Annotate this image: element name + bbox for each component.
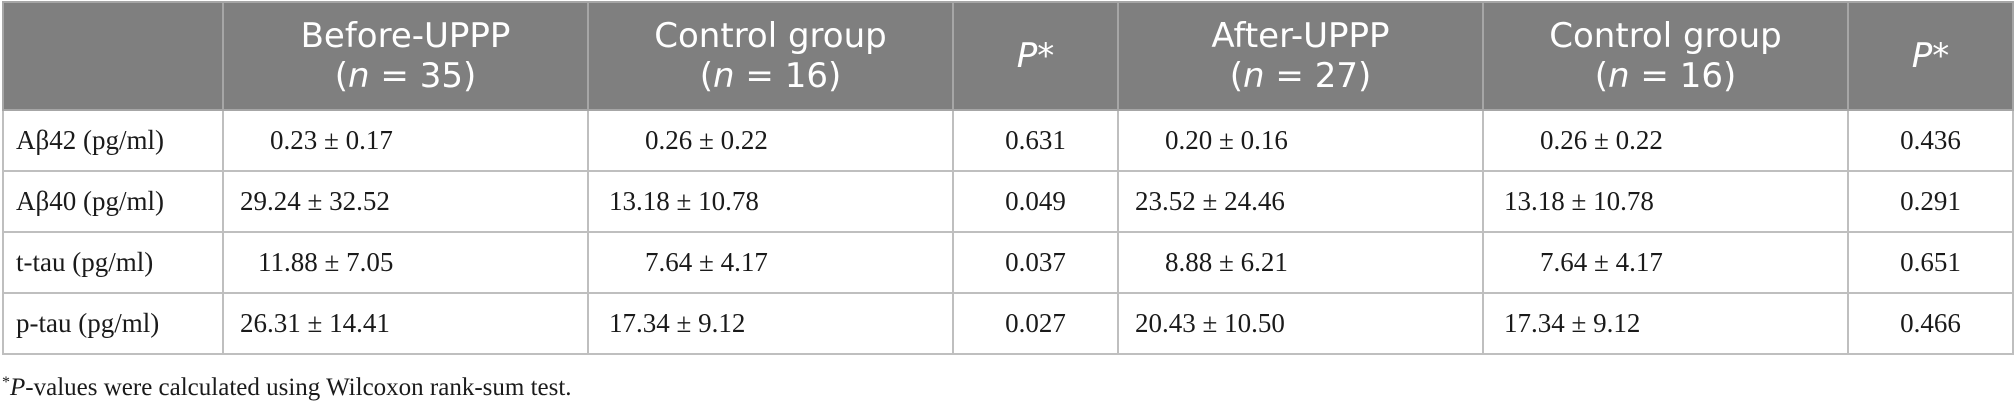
row-label: t-tau (pg/ml): [2, 231, 224, 294]
table-footnote: *P-values were calculated using Wilcoxon…: [2, 374, 572, 402]
cell-control-1: 13.18 ± 10.78: [587, 170, 954, 233]
cell-p-value-2: 0.436: [1847, 109, 2014, 172]
footnote-p-symbol: P: [10, 374, 26, 401]
table-row: Aβ42 (pg/ml) 0.23 ± 0.17 0.26 ± 0.22 0.6…: [2, 109, 2014, 172]
table-row: t-tau (pg/ml) 11.88 ± 7.05 7.64 ± 4.17 0…: [2, 231, 2014, 294]
cell-p-value-2: 0.466: [1847, 292, 2014, 355]
table-header: Before-UPPP (n = 35) Control group (n = …: [2, 1, 2014, 111]
cell-before: 29.24 ± 32.52: [222, 170, 589, 233]
cell-after: 0.20 ± 0.16: [1117, 109, 1484, 172]
footnote-text: -values were calculated using Wilcoxon r…: [25, 374, 572, 401]
cell-before: 11.88 ± 7.05: [222, 231, 589, 294]
header-control-group-1-title: Control group: [654, 16, 887, 56]
cell-control-1: 17.34 ± 9.12: [587, 292, 954, 355]
header-before-uppp-title: Before-UPPP: [300, 16, 511, 56]
cell-before: 26.31 ± 14.41: [222, 292, 589, 355]
table-row: p-tau (pg/ml) 26.31 ± 14.41 17.34 ± 9.12…: [2, 292, 2014, 355]
cell-p-value-1: 0.631: [952, 109, 1119, 172]
header-p-value-1: P*: [952, 1, 1119, 111]
row-label: Aβ42 (pg/ml): [2, 109, 224, 172]
header-after-uppp-title: After-UPPP: [1211, 16, 1390, 56]
cell-control-2: 7.64 ± 4.17: [1482, 231, 1849, 294]
cell-after: 23.52 ± 24.46: [1117, 170, 1484, 233]
table-row: Aβ40 (pg/ml) 29.24 ± 32.52 13.18 ± 10.78…: [2, 170, 2014, 233]
header-control-group-2: Control group (n = 16): [1482, 1, 1849, 111]
cell-control-2: 17.34 ± 9.12: [1482, 292, 1849, 355]
header-before-uppp-n: (n = 35): [334, 56, 477, 96]
header-after-uppp-n: (n = 27): [1229, 56, 1372, 96]
cell-control-2: 0.26 ± 0.22: [1482, 109, 1849, 172]
table-body: Aβ42 (pg/ml) 0.23 ± 0.17 0.26 ± 0.22 0.6…: [2, 109, 2014, 355]
cell-after: 20.43 ± 10.50: [1117, 292, 1484, 355]
header-control-group-2-title: Control group: [1549, 16, 1782, 56]
cell-p-value-2: 0.651: [1847, 231, 2014, 294]
header-control-group-1-n: (n = 16): [699, 56, 842, 96]
header-empty: [2, 1, 224, 111]
cell-p-value-1: 0.037: [952, 231, 1119, 294]
results-table-container: Before-UPPP (n = 35) Control group (n = …: [2, 1, 2014, 355]
header-control-group-1: Control group (n = 16): [587, 1, 954, 111]
header-row: Before-UPPP (n = 35) Control group (n = …: [2, 1, 2014, 111]
cell-control-1: 0.26 ± 0.22: [587, 109, 954, 172]
header-after-uppp: After-UPPP (n = 27): [1117, 1, 1484, 111]
cell-p-value-1: 0.027: [952, 292, 1119, 355]
footnote-marker: *: [2, 374, 10, 391]
row-label: p-tau (pg/ml): [2, 292, 224, 355]
header-before-uppp: Before-UPPP (n = 35): [222, 1, 589, 111]
cell-p-value-1: 0.049: [952, 170, 1119, 233]
cell-control-2: 13.18 ± 10.78: [1482, 170, 1849, 233]
cell-after: 8.88 ± 6.21: [1117, 231, 1484, 294]
cell-p-value-2: 0.291: [1847, 170, 2014, 233]
cell-before: 0.23 ± 0.17: [222, 109, 589, 172]
header-control-group-2-n: (n = 16): [1594, 56, 1737, 96]
results-table: Before-UPPP (n = 35) Control group (n = …: [2, 1, 2014, 355]
row-label: Aβ40 (pg/ml): [2, 170, 224, 233]
header-p-value-2: P*: [1847, 1, 2014, 111]
cell-control-1: 7.64 ± 4.17: [587, 231, 954, 294]
